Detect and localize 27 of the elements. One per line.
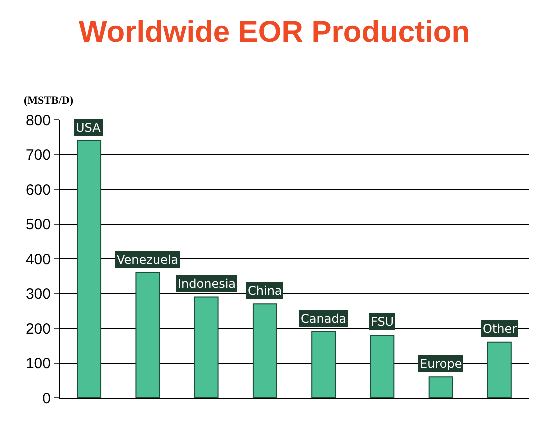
y-tick-label: 800 xyxy=(26,112,51,130)
x-tick-label: USA xyxy=(76,121,102,135)
y-tick-label: 200 xyxy=(26,320,51,338)
bar xyxy=(487,342,512,398)
y-axis-title: (MSTB/D) xyxy=(24,95,74,107)
y-tick-label: 600 xyxy=(26,182,51,199)
bar xyxy=(252,304,278,398)
x-tick-label: Venezuela xyxy=(117,253,179,267)
y-tick-label: 100 xyxy=(26,356,51,372)
bar xyxy=(136,272,160,398)
x-tick-label: FSU xyxy=(371,315,394,329)
y-tick-label: 700 xyxy=(26,147,51,164)
x-tick-label: China xyxy=(248,284,282,298)
y-tick-label: 400 xyxy=(26,251,51,268)
bar xyxy=(194,296,219,398)
bar xyxy=(312,331,336,398)
bar xyxy=(370,334,395,398)
y-tick-label: 500 xyxy=(26,216,51,234)
x-tick-label: Europe xyxy=(420,357,462,371)
x-tick-label: Indonesia xyxy=(178,277,236,291)
x-tick-label: Canada xyxy=(301,312,347,326)
bar xyxy=(77,140,102,398)
bar xyxy=(428,376,454,398)
x-tick-label: Other xyxy=(483,322,518,336)
chart-title: Worldwide EOR Production xyxy=(78,16,470,50)
y-tick-label: 0 xyxy=(42,390,51,408)
y-tick-label: 300 xyxy=(26,286,51,303)
